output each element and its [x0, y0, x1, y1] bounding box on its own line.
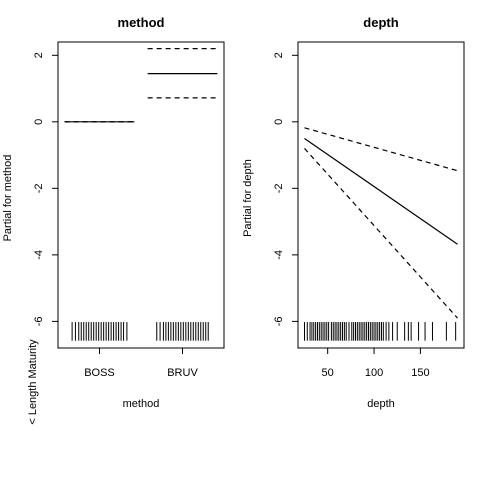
panel-title: method	[118, 15, 165, 30]
y-axis: -6 -4 -2 0 2	[273, 52, 298, 326]
y-tick-label: -6	[273, 317, 285, 327]
x-tick-label: 100	[365, 367, 383, 379]
panel-title: depth	[363, 15, 398, 30]
y-tick-label: -2	[273, 183, 285, 193]
y-tick-label: 2	[273, 52, 285, 58]
figure-left-label: < Length Maturity	[27, 339, 39, 425]
y-tick-label: -4	[273, 250, 285, 260]
plot-frame	[57, 41, 225, 349]
y-tick-label: -2	[33, 183, 45, 193]
series-upper-line	[304, 127, 458, 172]
series-lines	[64, 48, 218, 123]
series-fit-line	[304, 137, 458, 245]
panel-method: method method Partial for method -6 -4 -2 0…	[2, 15, 225, 410]
x-axis: 50 100 150	[322, 348, 430, 379]
rug	[303, 322, 457, 341]
y-axis-label: Partial for depth	[242, 159, 254, 237]
x-axis-label: depth	[367, 398, 395, 410]
series-lines	[304, 127, 458, 319]
y-axis: -6 -4 -2 0 2	[33, 52, 58, 326]
x-tick-label: BOSS	[84, 367, 115, 379]
y-axis-label: Partial for method	[2, 155, 14, 242]
x-tick-label: BRUV	[167, 367, 198, 379]
panel-depth: depth depth Partial for depth -6 -4 -2 0 2 5…	[242, 15, 465, 410]
plot-frame	[297, 41, 465, 349]
y-tick-label: -6	[33, 317, 45, 327]
y-tick-label: 0	[33, 119, 45, 125]
x-tick-label: 150	[411, 367, 429, 379]
x-axis-label: method	[123, 398, 160, 410]
rug	[71, 322, 209, 341]
series-lower-line	[304, 148, 458, 319]
y-tick-label: -4	[33, 250, 45, 260]
x-axis: BOSS BRUV	[84, 348, 198, 379]
y-tick-label: 0	[273, 119, 285, 125]
y-tick-label: 2	[33, 52, 45, 58]
x-tick-label: 50	[322, 367, 334, 379]
